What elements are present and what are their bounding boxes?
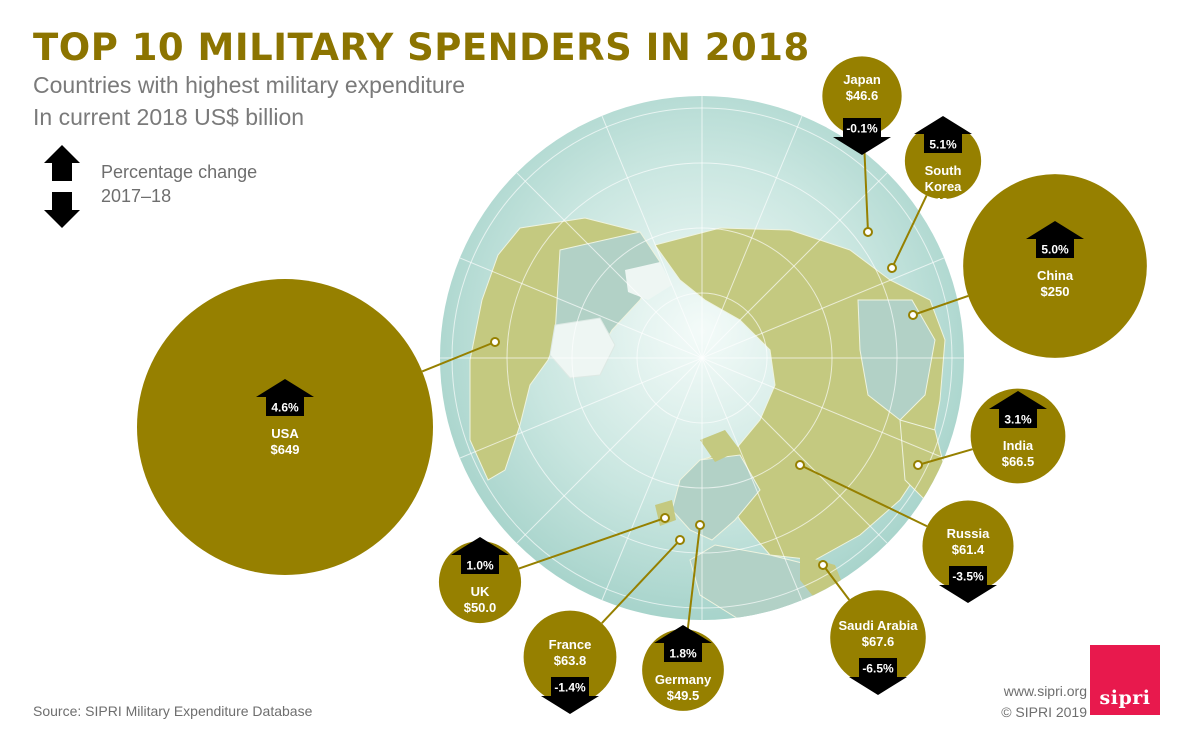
value-label-india: $66.5: [1002, 454, 1035, 469]
country-label-usa: USA: [271, 426, 299, 441]
change-label-russia: -3.5%: [952, 570, 984, 584]
arrow-up-icon-south-korea: [914, 116, 972, 153]
change-label-usa: 4.6%: [271, 401, 299, 415]
connector-south-korea: [891, 194, 928, 269]
arrow-down-icon-russia: [939, 566, 997, 603]
arrow-down-icon-saudi-arabia: [849, 658, 907, 695]
arrow-up-icon-china: [1026, 221, 1084, 258]
arrow-up-icon-usa: [256, 379, 314, 416]
bubble-circle-uk: [438, 540, 522, 624]
value-label-germany: $49.5: [667, 688, 700, 703]
arrow-up-icon-germany: [654, 625, 712, 662]
change-label-france: -1.4%: [554, 681, 586, 695]
country-label-uk: UK: [471, 584, 490, 599]
country-label-russia: Russia: [947, 526, 990, 541]
bubbles: 4.6% USA$649 5.0% China$250 -6.5% Saudi Arabi…: [137, 56, 1147, 714]
anchor-dot-india: [913, 460, 923, 470]
country-label-india: India: [1003, 438, 1034, 453]
value-label-south-korea: $43.1: [927, 195, 960, 210]
value-label-uk: $50.0: [464, 600, 497, 615]
bubble-circle-south-korea: [904, 122, 982, 200]
value-label-japan: $46.6: [846, 88, 879, 103]
legend-arrow-up-icon: [44, 145, 80, 181]
bubble-circle-japan: [822, 56, 902, 136]
bubble-china: 5.0% China$250: [963, 174, 1147, 358]
copyright-note: © SIPRI 2019: [1001, 704, 1087, 720]
value-label-russia: $61.4: [952, 542, 985, 557]
globe-land: [440, 96, 964, 620]
chart-subtitle: Countries with highest military expendit…: [33, 72, 466, 98]
value-label-china: $250: [1041, 284, 1070, 299]
bubble-japan: -0.1% Japan$46.6: [822, 56, 902, 155]
connector-germany: [686, 524, 701, 630]
logo-text: sipri: [1099, 687, 1151, 709]
anchor-dot-saudi-arabia: [818, 560, 828, 570]
country-label-germany: Germany: [655, 672, 712, 687]
legend-label-line1: Percentage change: [101, 162, 258, 182]
legend-arrow-down-icon: [44, 192, 80, 228]
bubble-circle-france: [523, 610, 617, 704]
value-label-saudi-arabia: $67.6: [862, 634, 895, 649]
country-label-france: France: [549, 637, 592, 652]
legend-arrows: [44, 145, 80, 228]
anchor-dot-uk: [660, 513, 670, 523]
connector-saudi-arabia: [822, 564, 851, 601]
country-label-china: China: [1037, 268, 1074, 283]
bubble-circle-usa: [137, 279, 433, 575]
connector-usa: [421, 341, 496, 373]
bubble-india: 3.1% India$66.5: [970, 388, 1066, 484]
legend-label-line2: 2017–18: [101, 186, 172, 206]
bubble-saudi-arabia: -6.5% Saudi Arabia$67.6: [830, 590, 926, 695]
connector-india: [917, 448, 973, 466]
country-label-south-korea: South: [925, 163, 962, 178]
connector-uk: [518, 517, 666, 570]
value-label-usa: $649: [271, 442, 300, 457]
anchor-dot-japan: [863, 227, 873, 237]
bubble-germany: 1.8% Germany$49.5: [642, 625, 724, 711]
bubble-circle-india: [970, 388, 1066, 484]
connector-china: [912, 295, 969, 316]
bubble-circle-saudi-arabia: [830, 590, 926, 686]
arrow-up-icon-india: [989, 391, 1047, 428]
bubble-france: -1.4% France$63.8: [523, 610, 617, 714]
bubble-circle-russia: [922, 500, 1014, 592]
sipri-logo: sipri: [1090, 645, 1160, 715]
connector-russia: [799, 464, 928, 528]
anchor-dot-russia: [795, 460, 805, 470]
change-label-uk: 1.0%: [466, 559, 494, 573]
anchor-dot-germany: [695, 520, 705, 530]
bubble-uk: 1.0% UK$50.0: [438, 537, 522, 624]
connector-france: [601, 539, 681, 624]
anchor-dot-france: [675, 535, 685, 545]
country-label-japan: Japan: [843, 72, 881, 87]
chart-title: TOP 10 MILITARY SPENDERS IN 2018: [33, 26, 810, 69]
bubble-circle-china: [963, 174, 1147, 358]
anchor-dot-usa: [490, 337, 500, 347]
change-label-south-korea: 5.1%: [929, 138, 957, 152]
bubble-russia: -3.5% Russia$61.4: [922, 500, 1014, 603]
website-link[interactable]: www.sipri.org: [1003, 683, 1087, 699]
change-label-saudi-arabia: -6.5%: [862, 662, 894, 676]
source-note: Source: SIPRI Military Expenditure Datab…: [33, 703, 313, 719]
change-label-china: 5.0%: [1041, 243, 1069, 257]
country-label-saudi-arabia: Saudi Arabia: [839, 618, 919, 633]
bubble-usa: 4.6% USA$649: [137, 279, 433, 575]
arrow-down-icon-france: [541, 677, 599, 714]
anchor-dot-south-korea: [887, 263, 897, 273]
globe: [440, 96, 964, 620]
connector-lines: [421, 135, 973, 630]
value-label-france: $63.8: [554, 653, 587, 668]
change-label-india: 3.1%: [1004, 413, 1032, 427]
change-label-japan: -0.1%: [846, 122, 878, 136]
change-label-germany: 1.8%: [669, 647, 697, 661]
chart-subtitle-units: In current 2018 US$ billion: [33, 104, 305, 130]
bubble-circle-germany: [642, 629, 724, 711]
country-label-south-korea: Korea: [925, 179, 963, 194]
arrow-up-icon-uk: [451, 537, 509, 574]
anchor-dot-china: [908, 310, 918, 320]
arrow-down-icon-japan: [833, 118, 891, 155]
